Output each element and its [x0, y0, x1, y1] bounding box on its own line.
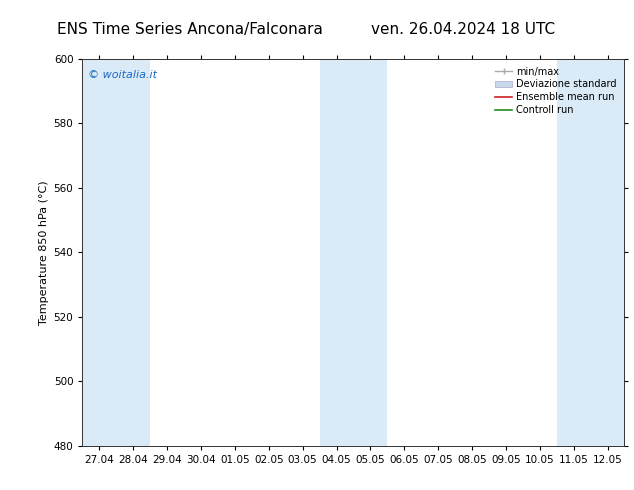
Bar	[320, 59, 387, 446]
Bar	[82, 59, 150, 446]
Text: ven. 26.04.2024 18 UTC: ven. 26.04.2024 18 UTC	[371, 22, 555, 37]
Text: © woitalia.it: © woitalia.it	[88, 71, 157, 80]
Legend: min/max, Deviazione standard, Ensemble mean run, Controll run: min/max, Deviazione standard, Ensemble m…	[492, 64, 619, 118]
Y-axis label: Temperature 850 hPa (°C): Temperature 850 hPa (°C)	[39, 180, 49, 325]
Bar	[557, 59, 624, 446]
Text: ENS Time Series Ancona/Falconara: ENS Time Series Ancona/Falconara	[57, 22, 323, 37]
